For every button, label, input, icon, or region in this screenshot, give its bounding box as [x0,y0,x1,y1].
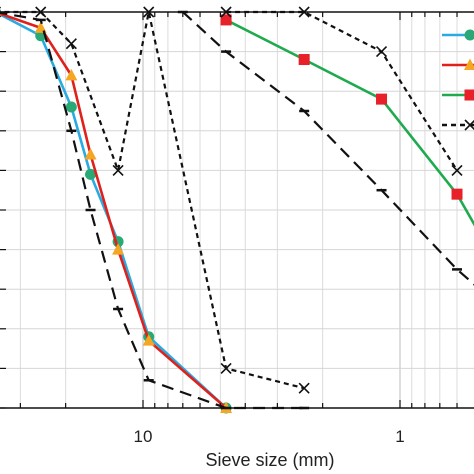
series-3 [220,14,474,227]
marker-x-stroke [464,119,474,131]
marker-x-stroke [220,362,232,374]
marker-triangle [142,334,155,346]
marker-x [220,362,232,374]
marker-triangle [65,68,78,81]
legend-entry-4 [442,119,474,131]
marker-x-stroke [112,164,124,176]
marker-square [298,54,310,66]
marker-x [464,119,474,131]
marker-circle [464,29,474,41]
marker-x [451,164,463,176]
marker-square [451,188,463,200]
marker-square [220,14,232,26]
x-tick-label: 1 [395,427,404,446]
marker-x [375,46,388,58]
axes: 10 1 [0,11,474,446]
marker-triangle [112,243,125,255]
x-axis-title: Sieve size (mm) [205,450,334,470]
marker-x [112,164,124,176]
marker-square [464,89,474,101]
grid [0,11,474,409]
series-2 [0,12,233,413]
series-line [225,18,474,227]
legend [442,29,474,131]
marker-triangle [84,148,97,160]
marker-x [65,38,77,50]
series-layer [0,6,474,414]
marker-x-stroke [375,46,388,58]
marker-circle [85,168,97,180]
series-line [0,11,305,410]
legend-entry-1 [442,29,474,41]
marker-x-stroke [451,164,463,176]
marker-x [298,382,310,394]
marker-triangle [34,21,47,33]
marker-x-stroke [65,38,77,50]
legend-entry-2 [442,58,474,70]
series-line [182,11,474,286]
series-7 [177,10,474,286]
marker-triangle [464,58,474,70]
marker-x-stroke [298,382,310,394]
series-line [0,10,305,390]
marker-square [376,93,388,105]
x-tick-label: 10 [134,427,153,446]
marker-circle [65,101,77,113]
